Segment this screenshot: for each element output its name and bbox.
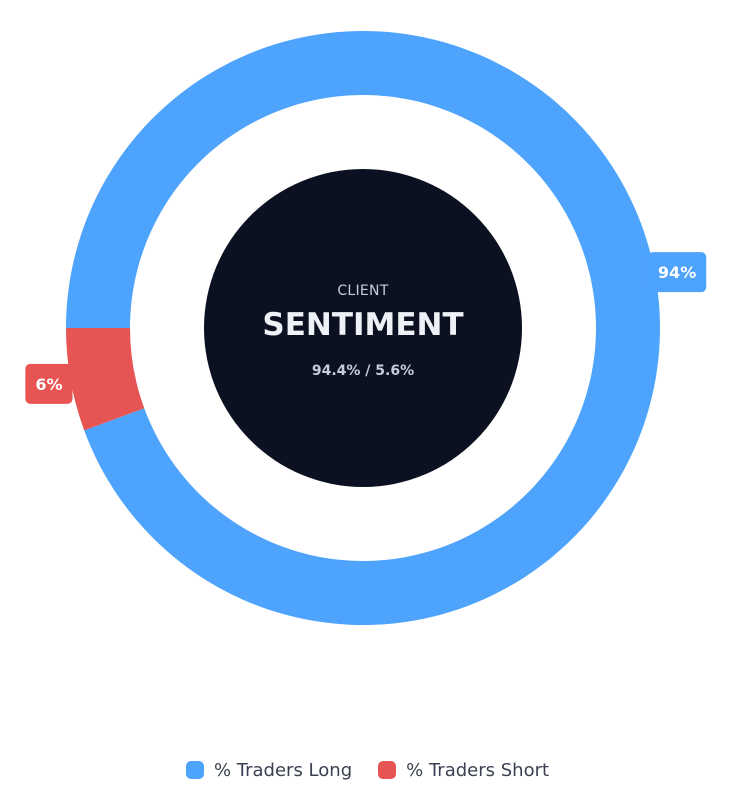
slice-data-labels: 94% 6% <box>25 252 707 404</box>
data-label-short: 6% <box>25 363 73 404</box>
data-label-bg-short <box>25 363 73 404</box>
donut-slices <box>66 30 660 626</box>
legend: % Traders Long % Traders Short <box>0 756 735 784</box>
legend-swatch-short <box>378 761 397 779</box>
center-title: SENTIMENT <box>262 307 463 343</box>
data-label-text-short: 6% <box>35 375 62 394</box>
legend-item-long[interactable]: % Traders Long <box>185 759 353 781</box>
data-label-text-long: 94% <box>658 263 696 282</box>
legend-label-short: % Traders Short <box>406 759 550 781</box>
legend-swatch-long <box>185 761 204 779</box>
data-label-bg-long <box>647 252 707 293</box>
donut-slice-short[interactable] <box>66 328 145 431</box>
center-ratio: 94.4% / 5.6% <box>312 363 414 379</box>
center-kicker: CLIENT <box>337 283 389 299</box>
data-label-long: 94% <box>647 252 707 293</box>
legend-label-long: % Traders Long <box>213 759 353 781</box>
legend-item-short[interactable]: % Traders Short <box>378 760 549 781</box>
center-disc <box>204 169 522 487</box>
